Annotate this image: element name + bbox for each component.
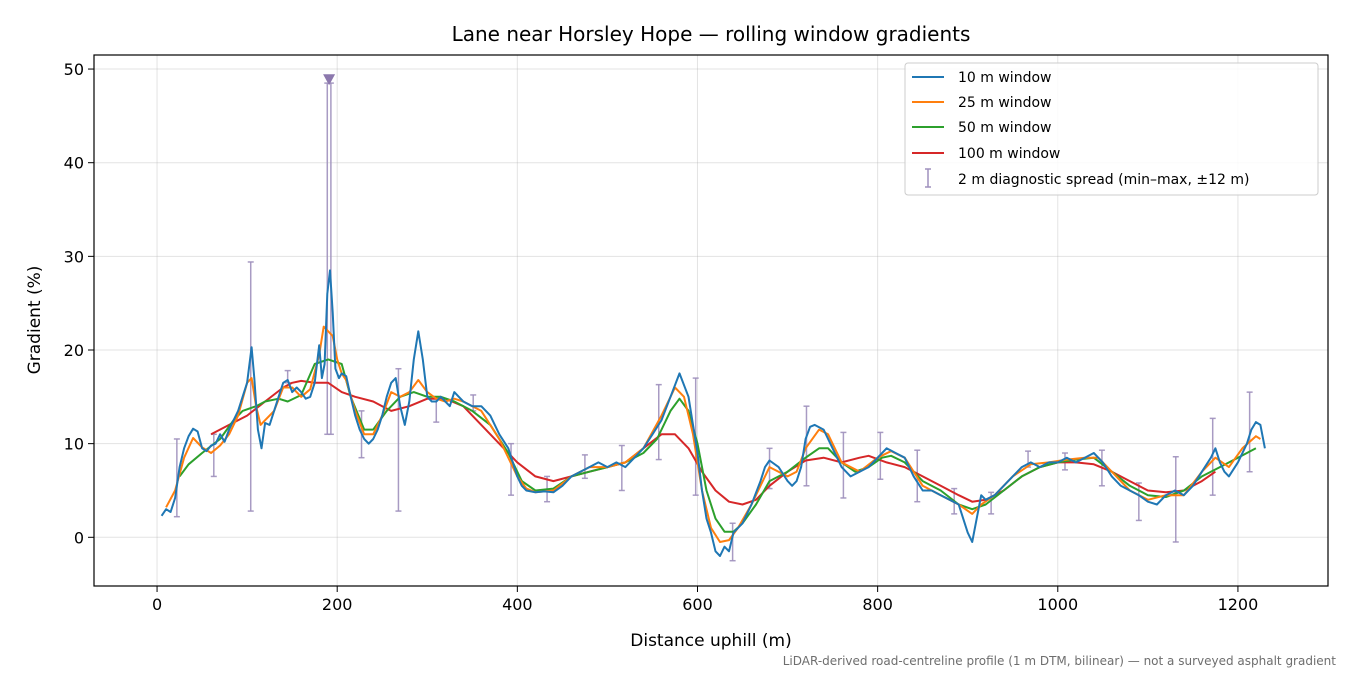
spread-bar [247, 261, 254, 512]
x-tick-label: 800 [862, 595, 893, 614]
y-axis-label: Gradient (%) [25, 266, 45, 375]
x-tick-label: 400 [502, 595, 533, 614]
series-line-50-m-window [178, 358, 1257, 533]
spread-bar [173, 438, 180, 518]
x-tick-label: 1000 [1037, 595, 1078, 614]
spread-bar [327, 82, 334, 436]
y-tick-label: 20 [64, 341, 84, 360]
y-tick-label: 50 [64, 60, 84, 79]
series-lines [160, 269, 1266, 557]
x-tick-label: 200 [322, 595, 353, 614]
x-axis-label: Distance uphill (m) [630, 631, 791, 651]
x-tick-label: 0 [152, 595, 162, 614]
footnote: LiDAR-derived road-centreline profile (1… [783, 654, 1337, 668]
spread-bar [618, 444, 625, 492]
legend: 10 m window 25 m window 50 m window 100 … [904, 62, 1319, 196]
plot-frame [93, 54, 1329, 587]
y-tick-label: 40 [64, 154, 84, 173]
axis-ticks: 0 200 400 600 800 1000 1200 0 10 20 30 40 50 [64, 60, 1259, 614]
x-tick-label: 1200 [1218, 595, 1259, 614]
legend-label-100m: 100 m window [958, 146, 1060, 162]
legend-label-10m: 10 m window [958, 70, 1051, 86]
spread-bar [1209, 417, 1216, 496]
spread-bar [581, 454, 588, 480]
y-tick-label: 0 [74, 528, 84, 547]
chart-title: Lane near Horsley Hope — rolling window … [452, 22, 971, 46]
series-line-25-m-window [165, 325, 1261, 543]
spread-bar [324, 82, 331, 436]
legend-label-spread: 2 m diagnostic spread (min–max, ±12 m) [958, 172, 1249, 188]
legend-box [904, 62, 1319, 196]
legend-swatch-spread [925, 168, 931, 188]
y-tick-label: 10 [64, 435, 84, 454]
off-scale-marker [323, 74, 336, 86]
series-line-10-m-window [160, 269, 1266, 557]
legend-label-25m: 25 m window [958, 95, 1051, 111]
spread-bar [508, 442, 515, 496]
spread-bar [1172, 456, 1179, 543]
spread-bar [729, 522, 736, 562]
spread-bar [210, 433, 217, 478]
y-tick-label: 30 [64, 247, 84, 266]
spread-bar [840, 431, 847, 499]
x-tick-label: 600 [682, 595, 713, 614]
legend-label-50m: 50 m window [958, 120, 1051, 136]
spread-bar [1135, 482, 1142, 522]
